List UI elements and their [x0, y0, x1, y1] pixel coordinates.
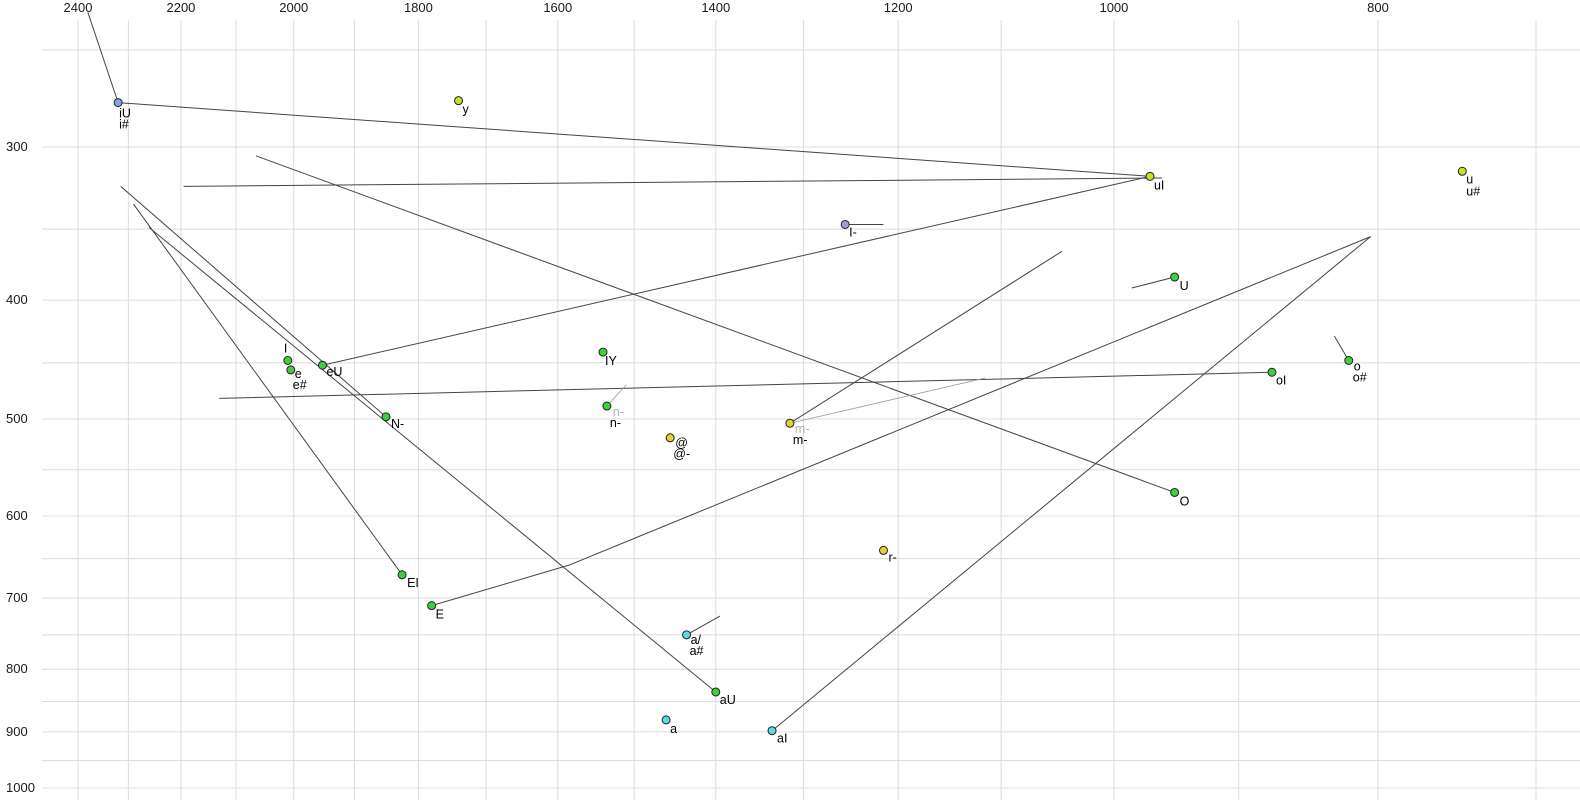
- x-tick-label: 2200: [166, 0, 195, 15]
- vowel-label-I: I: [284, 341, 287, 355]
- vowel-point-O[interactable]: [1170, 487, 1180, 497]
- trajectory-line: [148, 227, 717, 693]
- y-tick-label: 800: [6, 661, 28, 676]
- vowel-point-oI[interactable]: [1267, 367, 1277, 377]
- vowel-label-aI: aI: [777, 732, 787, 746]
- vowel-label-m-: m-: [795, 422, 810, 436]
- trajectory-line: [431, 564, 570, 607]
- x-tick-label: 1600: [543, 0, 572, 15]
- trajectory-line: [789, 377, 986, 424]
- vowel-label-u: u: [1466, 172, 1473, 186]
- vowel-label-y: y: [463, 103, 470, 117]
- vowel-label-oI: oI: [1276, 373, 1286, 387]
- y-tick-label: 1000: [6, 780, 35, 795]
- x-tick-label: 1800: [404, 0, 433, 15]
- y-tick-label: 500: [6, 411, 28, 426]
- trajectory-line: [1131, 276, 1175, 289]
- vowel-label-iU: i#: [119, 118, 129, 132]
- vowel-point-uI[interactable]: [1145, 171, 1155, 181]
- vowel-point-o[interactable]: [1344, 355, 1354, 365]
- trajectory-line: [118, 102, 1151, 177]
- vowel-label-O: O: [1180, 494, 1190, 508]
- vowel-label-a/: a/: [691, 633, 702, 647]
- vowel-label-IY: IY: [605, 354, 617, 368]
- vowel-point-e[interactable]: [286, 365, 296, 375]
- vowel-label-@-: @: [675, 436, 688, 450]
- vowel-label-e: e: [295, 367, 302, 381]
- vowel-point-r-[interactable]: [879, 545, 889, 555]
- vowel-point-E[interactable]: [427, 601, 437, 611]
- y-tick-label: 700: [6, 590, 28, 605]
- trajectory-line: [771, 236, 1371, 732]
- vowel-label-EI: EI: [407, 576, 419, 590]
- trajectory-line: [255, 155, 1175, 493]
- vowel-label-I-: I-: [849, 225, 857, 239]
- vowel-point-aI[interactable]: [767, 726, 777, 736]
- vowel-point-a/[interactable]: [682, 630, 692, 640]
- vowel-label-n-: n-: [610, 416, 621, 430]
- vowel-label-iU: iU: [119, 107, 131, 121]
- vowel-label-e: e#: [293, 378, 307, 392]
- y-tick-label: 400: [6, 292, 28, 307]
- vowel-label-U: U: [1180, 279, 1189, 293]
- trajectory-line: [686, 615, 721, 636]
- trajectory-line: [87, 12, 119, 103]
- trajectory-line: [120, 185, 387, 418]
- trajectory-line: [133, 203, 403, 576]
- trajectory-line: [789, 250, 1063, 424]
- vowel-label-m-: m-: [793, 433, 808, 447]
- vowel-point-a[interactable]: [661, 715, 671, 725]
- trajectory-line: [322, 175, 1151, 366]
- gridlines: [42, 20, 1580, 800]
- x-tick-label: 1200: [884, 0, 913, 15]
- vowel-point-y[interactable]: [454, 96, 464, 106]
- vowel-point-iU[interactable]: [113, 98, 123, 108]
- vowel-label-r-: r-: [889, 550, 897, 564]
- x-tick-label: 2000: [279, 0, 308, 15]
- vowel-point-U[interactable]: [1170, 272, 1180, 282]
- vowel-point-@-[interactable]: [665, 433, 675, 443]
- y-tick-label: 300: [6, 139, 28, 154]
- vowel-point-I-[interactable]: [840, 219, 850, 229]
- vowel-label-o: o: [1354, 359, 1361, 373]
- x-tick-label: 1000: [1099, 0, 1128, 15]
- y-tick-label: 600: [6, 508, 28, 523]
- vowel-label-a: a: [670, 722, 677, 736]
- vowel-label-@-: @-: [673, 447, 690, 461]
- vowel-label-aU: aU: [720, 693, 736, 707]
- vowel-label-E: E: [436, 608, 444, 622]
- x-tick-label: 1400: [701, 0, 730, 15]
- trajectory-line: [606, 384, 627, 407]
- vowel-labels: iUi# y uI uu# I- U Iee# eU IY n-n- @@- m-m- N-oI oo# O…: [119, 103, 1480, 746]
- vowel-point-n-[interactable]: [602, 401, 612, 411]
- trajectory-line: [1333, 335, 1350, 361]
- vowel-label-n-: n-: [613, 405, 624, 419]
- vowel-point-m-[interactable]: [785, 418, 795, 428]
- vowel-point-IY[interactable]: [598, 347, 608, 357]
- vowel-point-EI[interactable]: [397, 570, 407, 580]
- trajectory-line: [219, 371, 1272, 399]
- vowel-label-uI: uI: [1154, 178, 1164, 192]
- x-tick-label: 800: [1367, 0, 1389, 15]
- vowel-label-a/: a#: [690, 644, 704, 658]
- vowel-point-N-[interactable]: [381, 412, 391, 422]
- y-tick-label: 900: [6, 724, 28, 739]
- vowel-points: [113, 96, 1467, 736]
- vowel-label-u: u#: [1466, 184, 1480, 198]
- vowel-point-eU[interactable]: [317, 360, 327, 370]
- axis-tick-labels: 2400 2200 2000 1800 1600 1400 1200 1000 800 300 40…: [6, 0, 1389, 795]
- vowel-label-N-: N-: [391, 417, 404, 431]
- vowel-label-eU: eU: [326, 365, 342, 379]
- vowel-point-I[interactable]: [283, 355, 293, 365]
- vowel-label-o: o#: [1353, 370, 1367, 384]
- trajectory-line: [183, 177, 1163, 187]
- trajectory-lines: [87, 12, 1371, 732]
- x-tick-label: 2400: [64, 0, 93, 15]
- vowel-point-aU[interactable]: [711, 687, 721, 697]
- trajectory-line: [568, 236, 1371, 566]
- vowel-point-u[interactable]: [1457, 166, 1467, 176]
